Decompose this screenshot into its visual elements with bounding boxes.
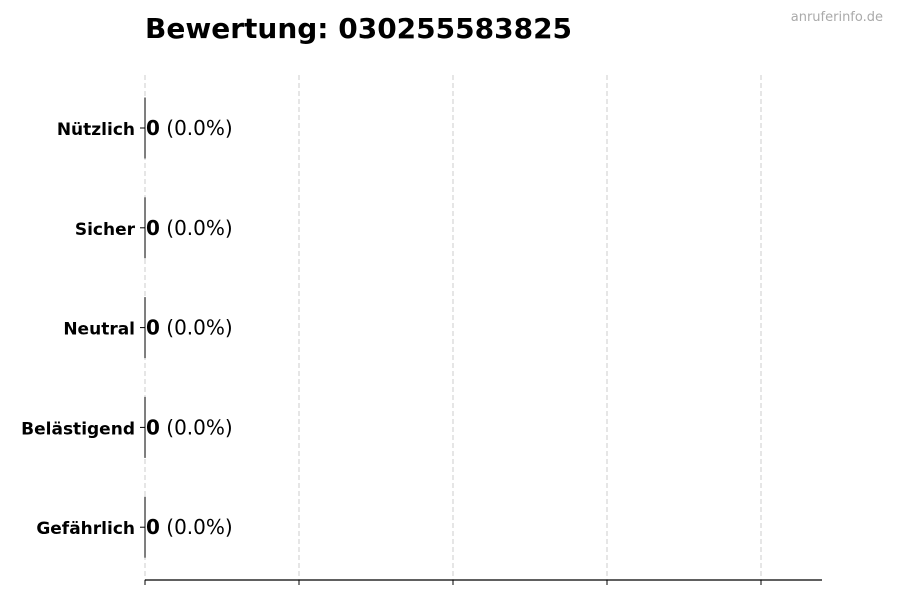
value-percent: (0.0%) [160, 116, 233, 140]
value-count: 0 [146, 216, 160, 240]
value-percent: (0.0%) [160, 316, 233, 340]
value-count: 0 [146, 515, 160, 539]
value-count: 0 [146, 415, 160, 439]
value-label: 0 (0.0%) [146, 515, 233, 539]
value-percent: (0.0%) [160, 515, 233, 539]
value-count: 0 [146, 316, 160, 340]
category-label: Nützlich [57, 120, 135, 140]
watermark: anruferinfo.de [790, 10, 883, 25]
value-percent: (0.0%) [160, 415, 233, 439]
value-count: 0 [146, 116, 160, 140]
value-label: 0 (0.0%) [146, 316, 233, 340]
value-label: 0 (0.0%) [146, 116, 233, 140]
category-label: Sicher [75, 220, 136, 240]
value-label: 0 (0.0%) [146, 216, 233, 240]
chart-title: Bewertung: 030255583825 [145, 12, 573, 45]
category-label: Neutral [63, 320, 135, 340]
category-label: Gefährlich [36, 519, 135, 539]
value-label: 0 (0.0%) [146, 415, 233, 439]
value-percent: (0.0%) [160, 216, 233, 240]
category-label: Belästigend [21, 419, 135, 439]
